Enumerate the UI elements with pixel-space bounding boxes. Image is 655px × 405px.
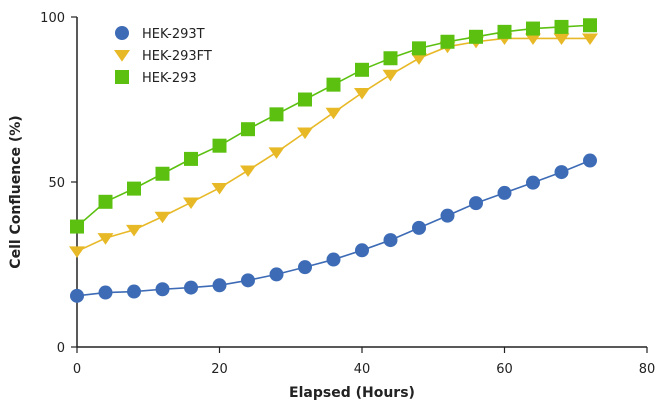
x-tick-label: 40 — [354, 362, 371, 377]
series-hek-293ft — [69, 33, 598, 258]
data-point — [298, 260, 312, 275]
legend-marker — [114, 50, 130, 62]
x-tick-label: 0 — [73, 362, 81, 377]
x-axis-title: Elapsed (Hours) — [289, 385, 415, 401]
data-point — [240, 165, 256, 178]
data-point — [497, 24, 512, 39]
data-point — [127, 181, 141, 196]
y-tick-label: 0 — [57, 341, 65, 356]
legend-label: HEK-293T — [142, 27, 205, 42]
data-point — [412, 220, 426, 235]
data-point — [525, 33, 541, 46]
data-point — [184, 280, 198, 295]
data-point — [297, 127, 313, 140]
data-point — [554, 19, 569, 34]
data-point — [241, 122, 255, 137]
data-point — [469, 196, 483, 211]
data-point — [325, 107, 342, 120]
data-point — [269, 107, 284, 122]
data-point — [268, 147, 285, 159]
legend-item: HEK-293 — [115, 70, 197, 86]
data-point — [411, 53, 427, 65]
data-point — [440, 34, 455, 49]
y-tick-label: 100 — [40, 11, 65, 26]
legend-marker — [115, 70, 129, 84]
data-point — [241, 273, 255, 288]
data-point — [326, 77, 341, 92]
data-point — [211, 182, 228, 195]
series-hek-293t — [70, 153, 597, 303]
data-point — [98, 194, 113, 209]
data-point — [212, 278, 227, 293]
x-tick-label: 60 — [496, 362, 513, 377]
data-point — [412, 41, 426, 56]
axes: 0 20 40 60 80 0 50 100 — [40, 11, 655, 377]
series-line — [76, 159, 591, 297]
data-point — [383, 51, 398, 66]
data-point — [269, 267, 284, 282]
data-point — [554, 165, 569, 180]
series-hek-293 — [70, 18, 597, 234]
data-point — [298, 92, 312, 107]
data-point — [97, 233, 114, 245]
data-point — [355, 243, 369, 258]
data-point — [326, 252, 341, 267]
legend-item: HEK-293FT — [114, 49, 212, 64]
data-point — [583, 18, 597, 33]
data-point — [155, 166, 170, 181]
data-point — [583, 153, 597, 168]
data-point — [553, 33, 570, 46]
data-point — [184, 151, 198, 166]
data-point — [382, 69, 399, 82]
data-point — [383, 233, 398, 248]
y-tick-label: 50 — [48, 176, 65, 191]
data-point — [497, 185, 512, 200]
series-layer — [69, 18, 598, 303]
x-tick-label: 20 — [211, 362, 228, 377]
data-point — [526, 175, 540, 190]
legend-label: HEK-293FT — [142, 49, 212, 64]
data-point — [212, 138, 227, 153]
data-point — [98, 285, 113, 300]
data-point — [469, 29, 483, 44]
data-point — [70, 219, 84, 234]
data-point — [155, 282, 170, 297]
data-point — [154, 211, 171, 224]
data-point — [126, 224, 142, 237]
data-point — [183, 197, 199, 210]
data-point — [526, 21, 540, 36]
y-axis-title: Cell Confluence (%) — [8, 115, 24, 268]
data-point — [70, 288, 84, 303]
x-tick-label: 80 — [639, 362, 655, 377]
legend-label: HEK-293 — [142, 71, 197, 86]
data-point — [127, 284, 141, 299]
data-point — [582, 33, 598, 46]
legend-item: HEK-293T — [115, 26, 205, 42]
legend: HEK-293T HEK-293FT HEK-293 — [114, 26, 212, 86]
legend-marker — [115, 26, 129, 40]
data-point — [69, 246, 85, 258]
data-point — [355, 62, 369, 77]
data-point — [440, 208, 455, 223]
data-point — [354, 87, 370, 100]
